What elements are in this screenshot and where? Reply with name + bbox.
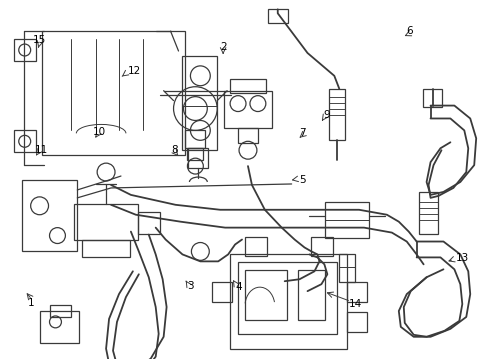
Bar: [74, 204, 138, 239]
Bar: [82, 239, 130, 257]
Text: 14: 14: [349, 299, 363, 309]
Text: 10: 10: [93, 127, 106, 137]
Text: 5: 5: [299, 175, 306, 185]
Bar: [22, 180, 77, 251]
Bar: [339, 255, 355, 282]
Bar: [238, 262, 337, 334]
Text: 8: 8: [171, 145, 178, 155]
Text: 12: 12: [127, 66, 141, 76]
Bar: [224, 91, 272, 129]
Bar: [297, 270, 325, 320]
Bar: [268, 9, 288, 23]
Text: 9: 9: [323, 110, 330, 120]
Bar: [230, 79, 266, 93]
Text: 13: 13: [456, 253, 469, 263]
Bar: [422, 89, 442, 107]
Text: 15: 15: [33, 35, 47, 45]
Bar: [182, 56, 217, 150]
Bar: [329, 89, 345, 140]
Bar: [14, 39, 36, 61]
Bar: [185, 130, 205, 148]
Bar: [238, 129, 258, 143]
Bar: [245, 237, 267, 256]
Bar: [347, 282, 367, 302]
Text: 7: 7: [299, 128, 306, 138]
Text: 1: 1: [28, 298, 34, 308]
Bar: [14, 130, 36, 152]
Bar: [212, 282, 232, 302]
Bar: [230, 255, 347, 349]
Bar: [42, 31, 185, 155]
Bar: [418, 192, 439, 234]
Bar: [325, 202, 369, 238]
Text: 11: 11: [35, 145, 49, 155]
Bar: [189, 148, 208, 168]
Text: 6: 6: [406, 26, 413, 36]
Bar: [188, 148, 203, 160]
Text: 3: 3: [187, 282, 194, 292]
Bar: [312, 237, 333, 256]
Bar: [40, 311, 79, 343]
Bar: [138, 212, 160, 234]
Bar: [245, 270, 287, 320]
Text: 2: 2: [220, 42, 226, 52]
Bar: [49, 305, 72, 317]
Text: 4: 4: [236, 282, 243, 292]
Bar: [347, 312, 367, 332]
